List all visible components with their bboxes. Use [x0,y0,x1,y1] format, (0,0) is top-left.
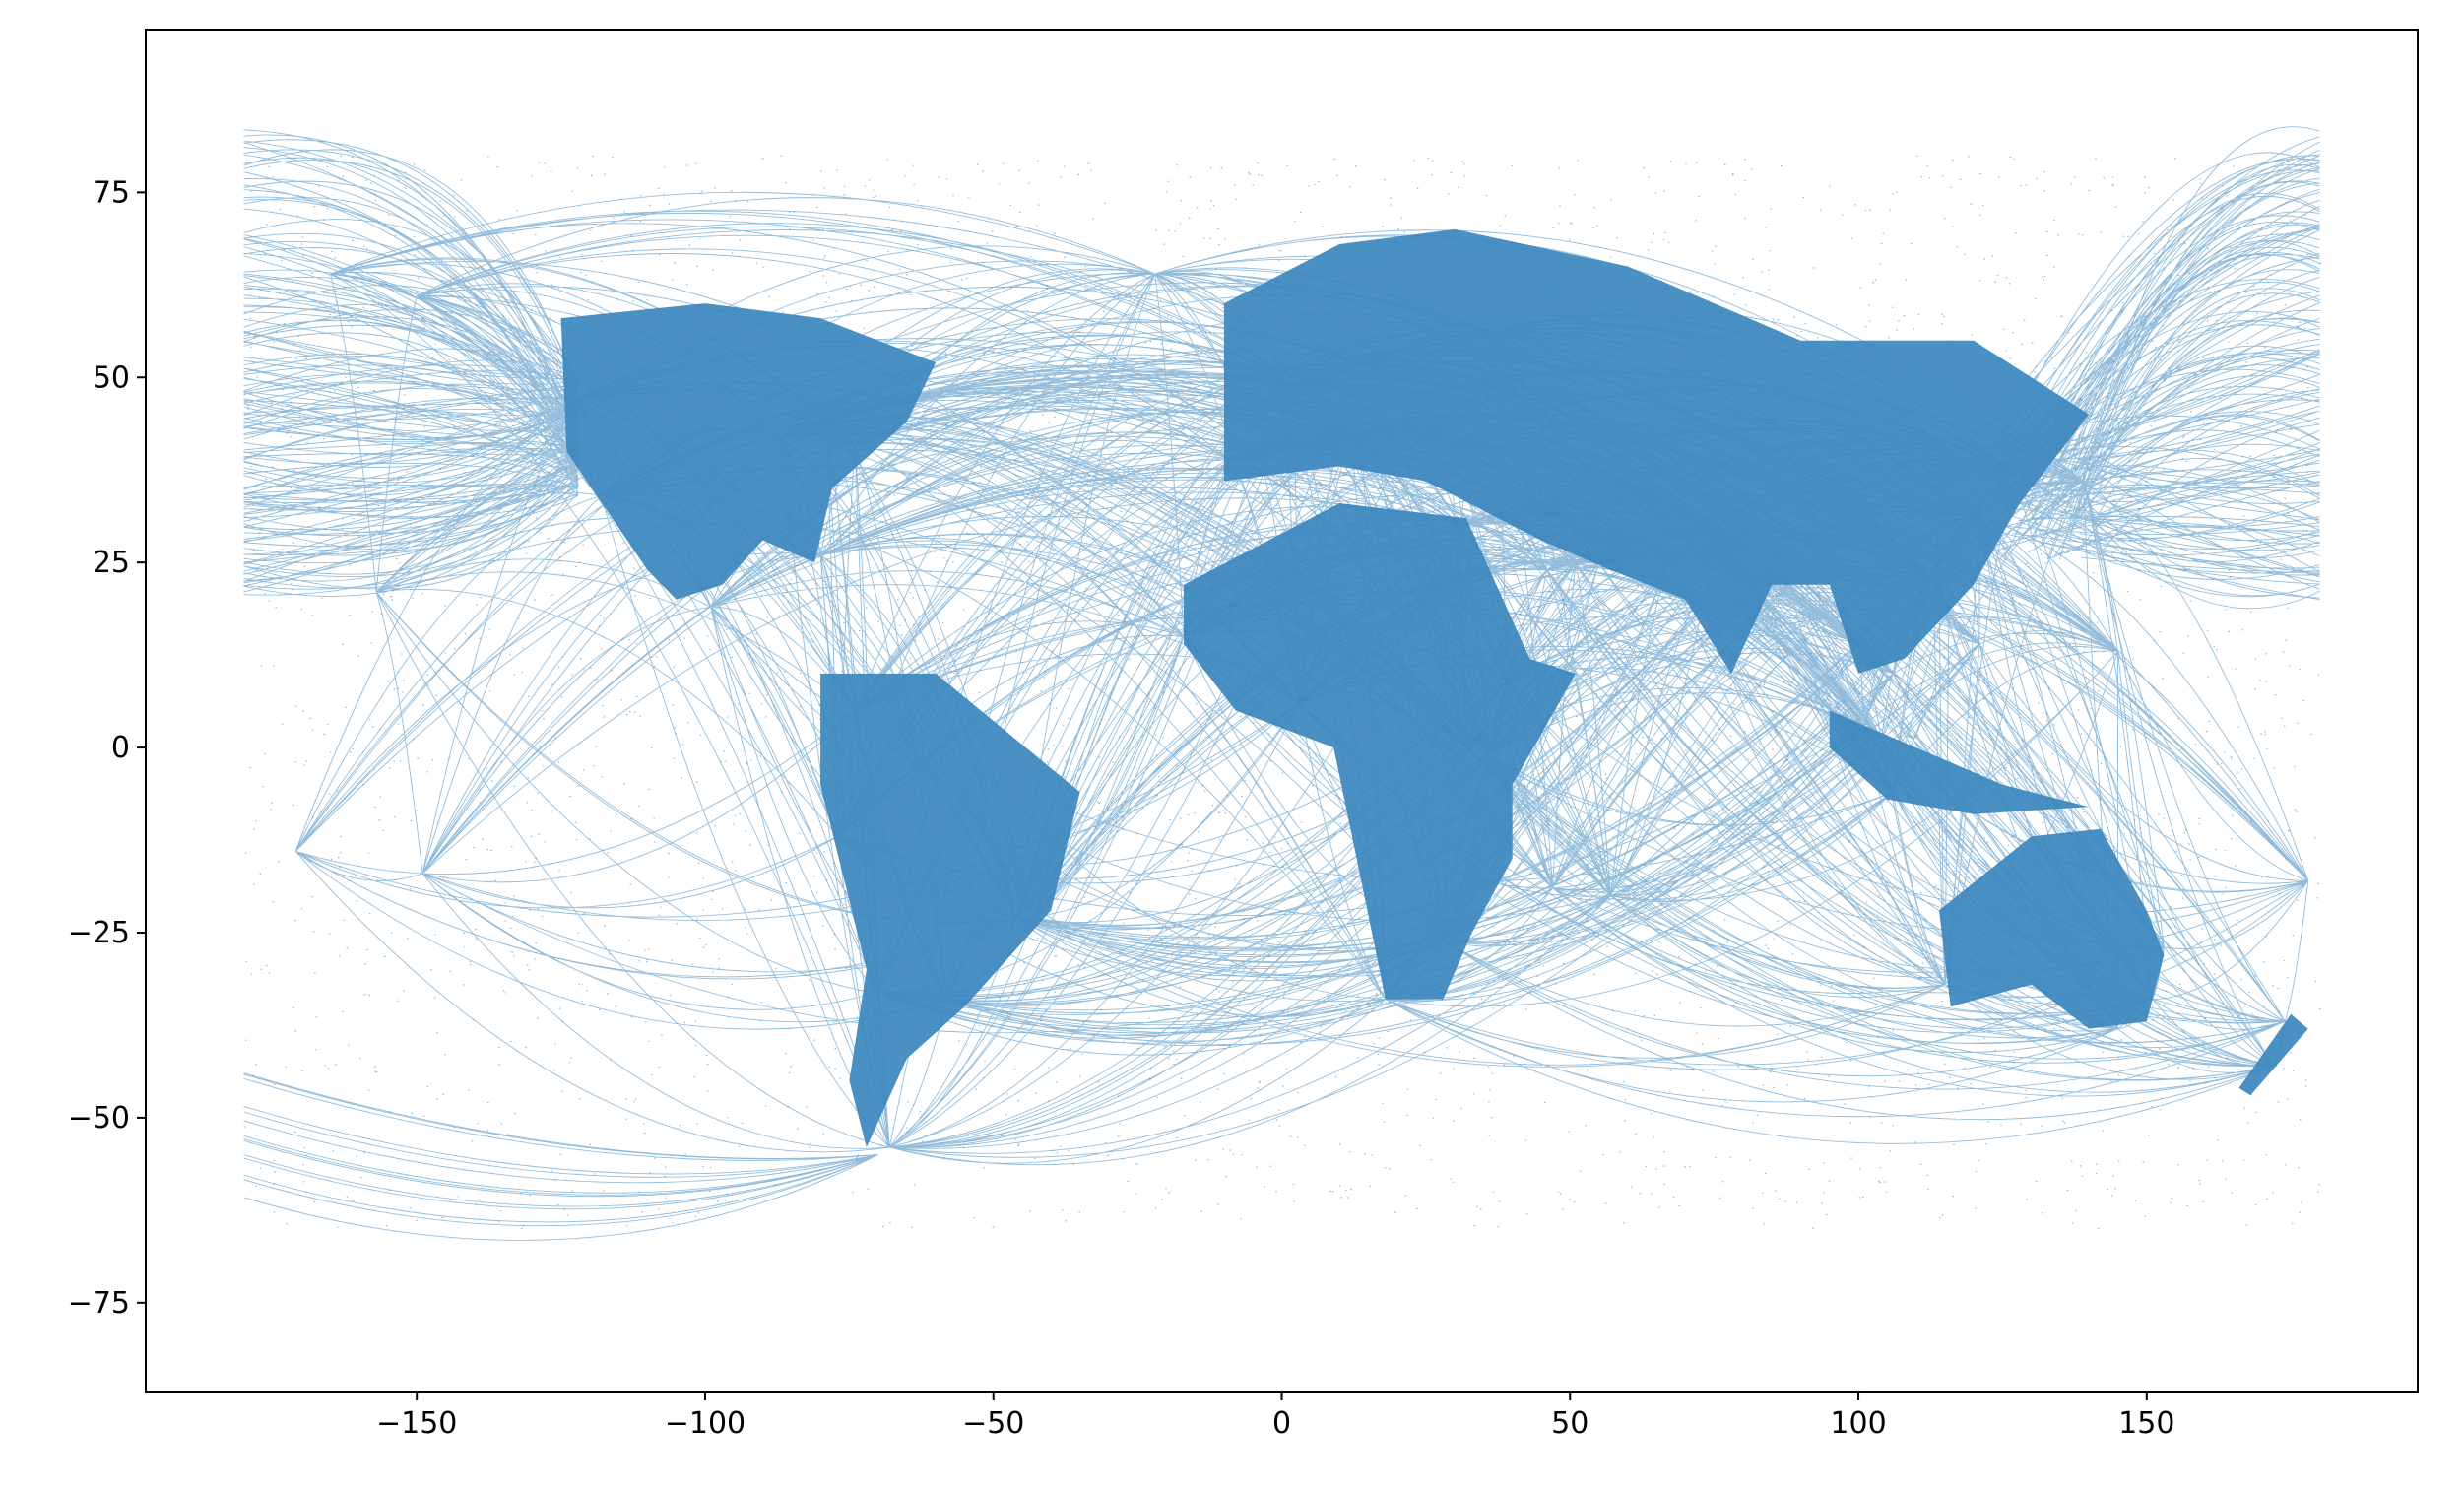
y-tick-label: 50 [93,360,130,395]
dense-new-zealand [2238,1013,2308,1096]
x-tick-label: −100 [665,1406,746,1441]
y-tick-label: −75 [68,1286,130,1321]
dense-eurasia [1223,228,2090,674]
y-tick-label: 25 [93,546,130,580]
y-tick-label: −50 [68,1101,130,1135]
x-tick-label: −150 [376,1406,457,1441]
x-tick-label: 150 [2118,1406,2174,1441]
x-tick-label: −50 [962,1406,1024,1441]
y-axis: 75 50 25 0 −25 −50 −75 [68,175,146,1321]
x-tick-label: 50 [1551,1406,1589,1441]
x-tick-label: 100 [1830,1406,1886,1441]
x-tick-label: 0 [1272,1406,1291,1441]
dense-regions [560,228,2308,1147]
sparse-points [243,155,2321,1230]
x-axis: −150 −100 −50 0 50 100 150 [376,1392,2174,1441]
plot-area [243,126,2321,1241]
wraparound-routes [243,126,2320,1241]
y-tick-label: 75 [93,175,130,210]
y-tick-label: 0 [111,731,130,765]
dense-southeast-asia [1829,710,2090,814]
y-tick-label: −25 [68,916,130,950]
dense-north-america [560,303,937,600]
dense-australia [1939,828,2165,1029]
dense-south-america [820,673,1080,1147]
dense-africa [1184,503,1577,1000]
